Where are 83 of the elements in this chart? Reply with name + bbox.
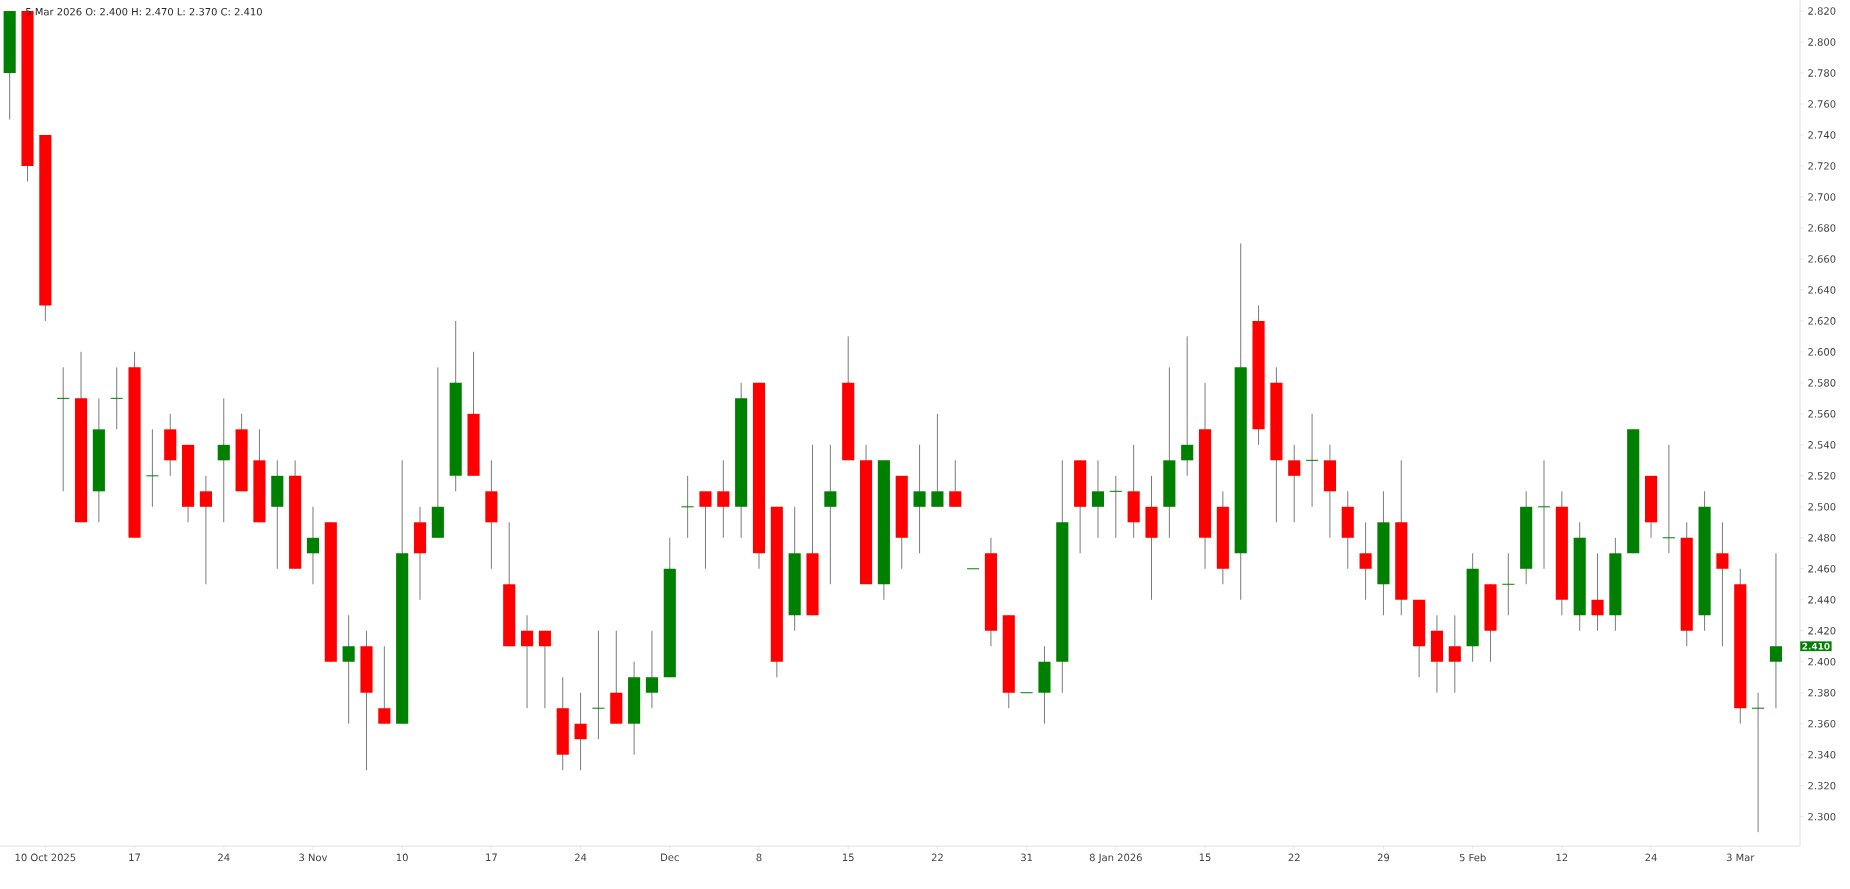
y-tick-label: 2.360: [1808, 719, 1836, 728]
x-tick-label: 17: [486, 853, 497, 861]
candlestick: [199, 475, 212, 585]
candlestick: [1091, 459, 1105, 538]
candlestick: [717, 459, 730, 538]
candlestick: [1769, 552, 1783, 709]
candlestick: [538, 630, 551, 709]
candlestick: [378, 645, 391, 724]
y-tick-label: 2.700: [1808, 192, 1836, 201]
y-tick-label: 2.320: [1808, 781, 1836, 790]
y-tick-label: 2.380: [1808, 688, 1836, 697]
x-tick-label: 22: [1288, 853, 1300, 861]
candlestick: [1751, 692, 1765, 833]
x-tick-label: 24: [574, 853, 587, 861]
y-tick-label: 2.300: [1808, 812, 1836, 821]
y-tick-label: 2.540: [1808, 440, 1836, 449]
y-tick-label: 2.500: [1808, 502, 1836, 511]
candlestick: [1591, 552, 1604, 631]
y-tick-label: 2.600: [1808, 347, 1836, 356]
candlestick: [1305, 413, 1319, 507]
candlestick: [1662, 444, 1676, 554]
y-tick-label: 2.520: [1808, 471, 1836, 480]
x-tick-label: 17: [129, 853, 141, 861]
x-tick-label: 10 Oct 2025: [15, 853, 76, 861]
y-tick-label: 2.720: [1808, 161, 1836, 170]
y-tick-label: 2.620: [1808, 316, 1836, 325]
candlestick: [110, 366, 124, 430]
candlestick: [342, 614, 355, 724]
candlestick: [699, 490, 712, 569]
candlestick: [1448, 614, 1461, 693]
x-tick-label: 29: [1377, 853, 1390, 861]
y-tick-label: 2.560: [1808, 409, 1836, 418]
candlestick: [681, 475, 695, 538]
candlestick: [145, 428, 159, 507]
y-tick-label: 2.480: [1808, 533, 1836, 542]
y-tick-label: 2.580: [1808, 378, 1836, 387]
y-tick-label: 2.440: [1808, 595, 1836, 604]
candlestick: [591, 630, 605, 740]
candlestick: [1181, 335, 1194, 476]
candlestick: [645, 630, 659, 709]
x-tick-label: 24: [218, 853, 230, 861]
y-tick-label: 2.420: [1808, 626, 1836, 635]
x-tick-label: 8: [756, 853, 762, 861]
x-tick-label: 8 Jan 2026: [1089, 853, 1142, 863]
candlestick: [1109, 475, 1123, 538]
candlestick: [1501, 552, 1515, 616]
candlestick: [1716, 521, 1729, 647]
candlestick: [1359, 521, 1372, 600]
annotation: 5 Mar 2026 O: 2.400 H: 2.470 L: 2.370 C: 2.410: [26, 7, 262, 16]
x-tick-label: 31: [1021, 853, 1033, 861]
y-tick-label: 2.760: [1808, 99, 1836, 108]
y-tick-label: 2.400: [1808, 657, 1836, 666]
candlestick: [306, 506, 320, 585]
y-tick-label: 2.680: [1808, 223, 1836, 232]
x-tick-label: 3 Mar: [1726, 853, 1755, 861]
y-tick-label: 2.660: [1808, 254, 1836, 263]
x-tick-label: 22: [931, 853, 943, 861]
candlestick: [949, 459, 962, 507]
candlestick: [1537, 459, 1551, 569]
x-tick-label: 15: [1199, 853, 1211, 861]
y-tick-label: 2.460: [1808, 564, 1836, 573]
candlestick: [217, 397, 230, 523]
x-tick-label: 24: [1645, 853, 1657, 861]
y-tick-label: 2.740: [1808, 130, 1836, 139]
y-tick-label: 2.820: [1808, 7, 1836, 15]
x-tick-label: 3 Nov: [299, 853, 328, 861]
candlestick: [56, 366, 70, 492]
candlestick: [574, 692, 587, 771]
candlestick: [913, 444, 926, 554]
candlestick: [1288, 444, 1301, 523]
x-tick-label: 10: [396, 853, 408, 861]
y-tick-label: 2.340: [1808, 750, 1836, 759]
y-tick-label: 2.780: [1808, 68, 1836, 77]
candlestick: [931, 413, 944, 507]
y-tick-label: 2.800: [1808, 38, 1836, 46]
candlestick: [824, 444, 837, 585]
x-tick-label: 12: [1556, 853, 1568, 861]
y-tick-label: 2.640: [1808, 285, 1836, 294]
x-tick-label: 15: [842, 853, 854, 861]
x-tick-label: Dec: [661, 853, 679, 861]
annotation: 2.410: [1802, 642, 1830, 650]
candlestick: [521, 614, 534, 709]
x-tick-label: 5 Feb: [1459, 853, 1486, 862]
